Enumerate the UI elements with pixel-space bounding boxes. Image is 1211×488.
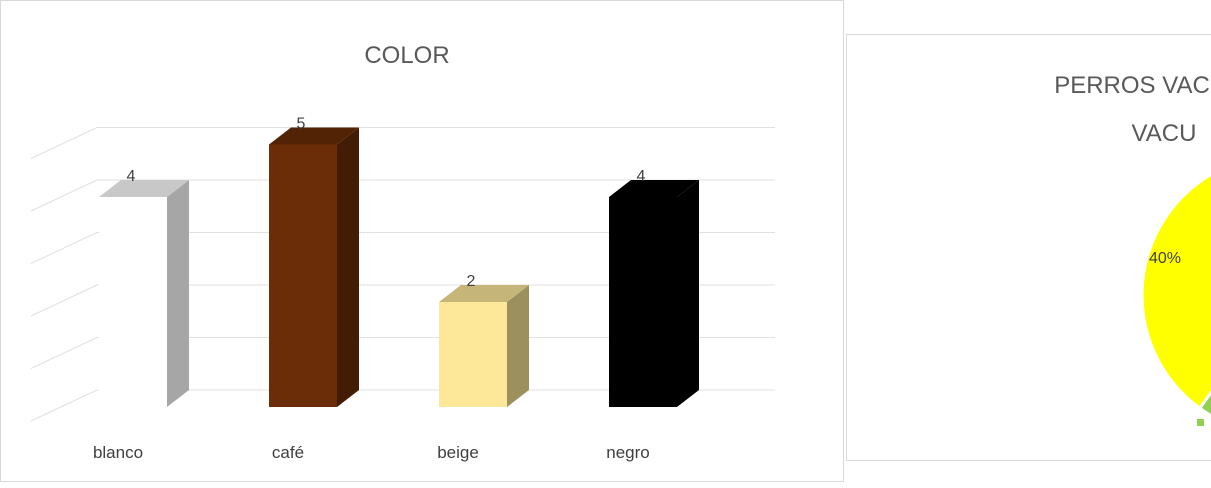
bar-side <box>167 180 189 407</box>
data-labels: 4 5 2 4 <box>127 116 646 291</box>
data-label: 2 <box>467 273 476 290</box>
category-label: beige <box>437 443 479 462</box>
bar-side <box>337 127 359 407</box>
pie-chart-title-line-1: PERROS VAC <box>1054 72 1210 99</box>
gridline-depth <box>30 389 98 422</box>
pie-chart-title-line-2: VACU <box>1132 120 1197 147</box>
category-label: blanco <box>93 443 143 462</box>
bar-blanco <box>99 180 189 407</box>
bar-café <box>269 127 359 407</box>
bar-side <box>677 180 699 407</box>
pie-slices <box>1140 172 1211 418</box>
data-label: 4 <box>127 168 136 185</box>
vaccinated-pie-chart: PERROS VAC VACU 40% <box>1054 72 1211 426</box>
gridline-depth <box>30 337 98 369</box>
gridline-depth <box>30 284 98 317</box>
bar-series <box>99 127 699 407</box>
bar-top <box>609 180 699 197</box>
bar-top <box>99 180 189 197</box>
category-labels: blanco café beige negro <box>93 443 650 462</box>
bar-front <box>439 302 507 407</box>
bar-side <box>507 285 529 407</box>
gridline-depth <box>30 127 98 159</box>
bar-top <box>439 285 529 302</box>
bar-negro <box>609 180 699 407</box>
chart-title: COLOR <box>364 42 449 69</box>
data-label: 4 <box>637 168 646 185</box>
color-chart-panel[interactable]: COLOR 4 5 2 4 blanco café beige negro <box>0 0 844 482</box>
vaccinated-dogs-chart-panel[interactable]: PERROS VAC VACU 40% <box>846 34 1211 461</box>
pie-data-label: 40% <box>1149 250 1181 267</box>
gridline-depth <box>30 179 98 212</box>
gridline-depth <box>30 232 98 264</box>
pie-data-labels: 40% <box>1149 250 1181 267</box>
bar-front <box>609 197 677 407</box>
pie-slice <box>1197 390 1211 418</box>
bar-front <box>99 197 167 407</box>
bar-top <box>269 127 359 145</box>
category-label: café <box>272 443 304 462</box>
data-label: 5 <box>297 116 306 133</box>
legend-swatch <box>1197 419 1204 426</box>
pie-slice <box>1140 172 1211 411</box>
category-label: negro <box>606 443 649 462</box>
bar-front <box>269 144 337 407</box>
color-bar-chart: COLOR 4 5 2 4 blanco café beige negro <box>30 42 775 462</box>
bar-beige <box>439 285 529 407</box>
